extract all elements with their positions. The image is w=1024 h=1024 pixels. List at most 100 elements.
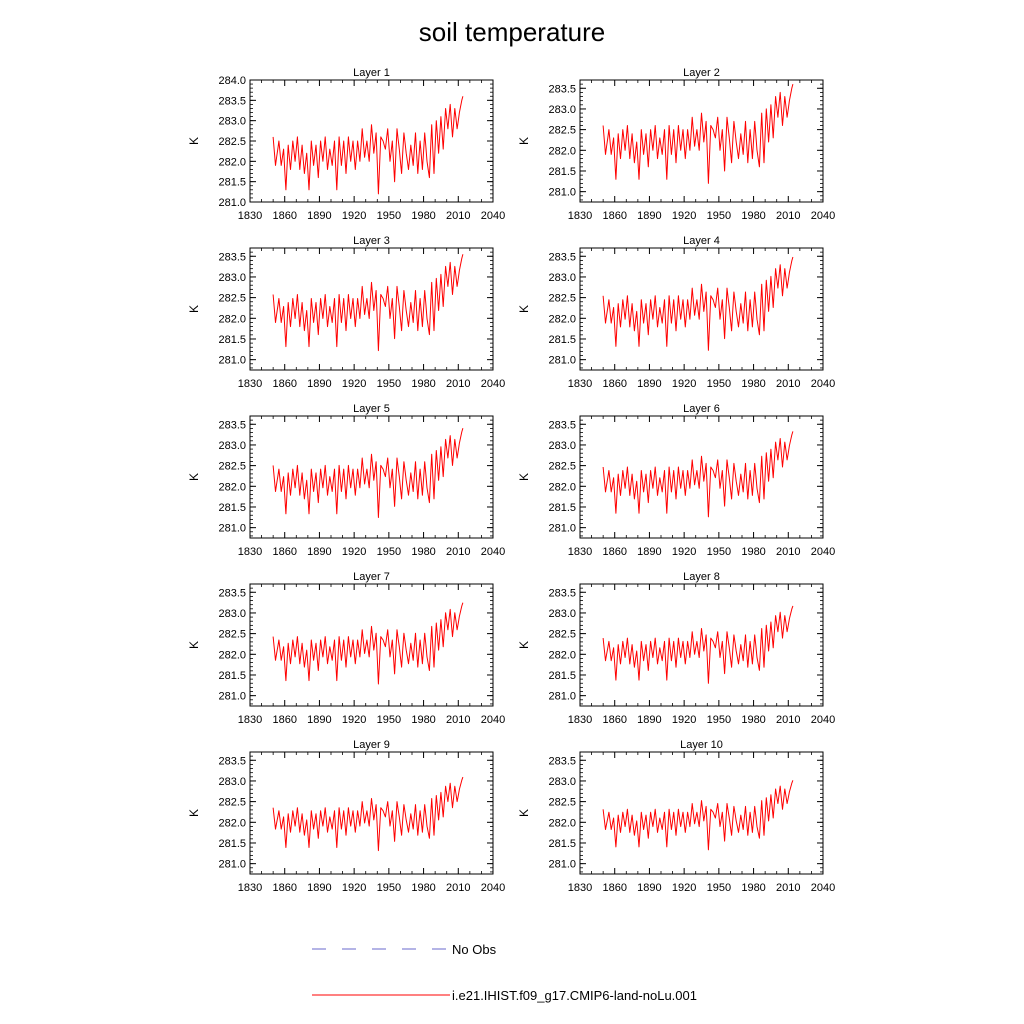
- y-tick-label: 283.5: [548, 83, 576, 95]
- y-tick-label: 281.5: [218, 670, 246, 682]
- y-tick-label: 282.0: [218, 156, 246, 168]
- y-tick-label: 283.5: [218, 251, 246, 263]
- x-tick-label: 1830: [238, 882, 262, 894]
- panel-layer-7: Layer 7 K 281.0 281.5 282.0 282.5 283.0 283.5 18…: [187, 571, 505, 726]
- plot-frame: [579, 415, 824, 539]
- x-tick-label: 2010: [776, 882, 800, 894]
- x-tick-label: 1830: [568, 378, 592, 390]
- x-tick-label: 1890: [637, 378, 661, 390]
- y-tick-label: 281.0: [218, 691, 246, 703]
- x-tick-label: 2040: [811, 714, 835, 726]
- panel-layer-5: Layer 5 K 281.0 281.5 282.0 282.5 283.0 283.5 18…: [187, 403, 505, 558]
- x-tick-label: 1920: [672, 714, 696, 726]
- y-tick-label: 283.0: [548, 272, 576, 284]
- series-line: [602, 780, 794, 851]
- y-tick-label: 283.0: [548, 440, 576, 452]
- y-axis-label: K: [517, 473, 531, 481]
- x-tick-label: 1860: [272, 882, 296, 894]
- y-tick-label: 283.5: [218, 95, 246, 107]
- x-tick-label: 1980: [741, 378, 765, 390]
- y-tick-label: 281.0: [548, 187, 576, 199]
- x-tick-label: 1920: [342, 882, 366, 894]
- plot-frame: [579, 79, 824, 203]
- x-tick-label: 2040: [811, 546, 835, 558]
- x-tick-label: 1950: [377, 378, 401, 390]
- y-axis-label: K: [517, 641, 531, 649]
- series-line: [602, 83, 794, 184]
- x-tick-label: 1980: [411, 546, 435, 558]
- plot-frame: [249, 751, 494, 875]
- x-tick-label: 1860: [602, 882, 626, 894]
- y-tick-label: 282.5: [548, 461, 576, 473]
- panel-title: Layer 4: [683, 235, 720, 247]
- x-tick-label: 1920: [672, 882, 696, 894]
- x-tick-label: 2010: [776, 714, 800, 726]
- panel-title: Layer 6: [683, 403, 720, 415]
- y-tick-label: 283.5: [218, 587, 246, 599]
- x-tick-label: 1950: [707, 378, 731, 390]
- panel-title: Layer 5: [353, 403, 390, 415]
- y-tick-label: 282.5: [218, 293, 246, 305]
- x-tick-label: 1950: [707, 546, 731, 558]
- y-tick-label: 282.0: [218, 649, 246, 661]
- x-tick-label: 1980: [411, 714, 435, 726]
- panel-layer-8: Layer 8 K 281.0 281.5 282.0 282.5 283.0 283.5 18…: [517, 571, 835, 726]
- figure-title: soil temperature: [419, 17, 605, 47]
- y-tick-label: 281.0: [548, 859, 576, 871]
- panel-layer-3: Layer 3 K 281.0 281.5 282.0 282.5 283.0 283.5 18…: [187, 235, 505, 390]
- x-tick-label: 1980: [741, 882, 765, 894]
- x-tick-label: 1920: [672, 378, 696, 390]
- y-tick-label: 283.0: [218, 116, 246, 128]
- y-tick-label: 281.5: [548, 838, 576, 850]
- y-tick-label: 284.0: [218, 75, 246, 87]
- y-tick-label: 283.5: [548, 587, 576, 599]
- panel-title: Layer 9: [353, 739, 390, 751]
- y-tick-label: 282.0: [548, 649, 576, 661]
- y-tick-label: 283.5: [548, 755, 576, 767]
- panel-title: Layer 7: [353, 571, 390, 583]
- x-tick-label: 2040: [481, 378, 505, 390]
- x-tick-label: 1920: [672, 546, 696, 558]
- x-tick-label: 1830: [568, 210, 592, 222]
- series-line: [602, 605, 794, 684]
- x-tick-label: 1890: [637, 882, 661, 894]
- x-tick-label: 2040: [811, 210, 835, 222]
- y-tick-label: 282.0: [548, 481, 576, 493]
- y-tick-label: 282.0: [548, 313, 576, 325]
- legend-label-model: i.e21.IHIST.f09_g17.CMIP6-land-noLu.001: [452, 988, 697, 1003]
- x-tick-label: 1860: [602, 210, 626, 222]
- y-tick-label: 283.0: [218, 776, 246, 788]
- x-tick-label: 1860: [272, 210, 296, 222]
- x-tick-label: 2040: [481, 546, 505, 558]
- y-tick-label: 281.0: [548, 691, 576, 703]
- y-tick-label: 282.5: [548, 797, 576, 809]
- x-tick-label: 1830: [568, 714, 592, 726]
- x-tick-label: 1950: [377, 210, 401, 222]
- plot-frame: [249, 415, 494, 539]
- x-tick-label: 1830: [568, 546, 592, 558]
- y-axis-label: K: [187, 809, 201, 817]
- x-tick-label: 1890: [307, 210, 331, 222]
- x-tick-label: 1860: [272, 714, 296, 726]
- y-tick-label: 282.0: [218, 817, 246, 829]
- x-tick-label: 1950: [707, 714, 731, 726]
- x-tick-label: 1950: [377, 714, 401, 726]
- x-tick-label: 1920: [672, 210, 696, 222]
- y-tick-label: 283.5: [218, 419, 246, 431]
- y-tick-label: 282.5: [218, 461, 246, 473]
- x-tick-label: 2010: [776, 546, 800, 558]
- y-tick-label: 282.5: [218, 136, 246, 148]
- x-tick-label: 1860: [272, 546, 296, 558]
- x-tick-label: 2040: [481, 714, 505, 726]
- x-tick-label: 2040: [481, 210, 505, 222]
- panel-title: Layer 3: [353, 235, 390, 247]
- panel-layer-2: Layer 2 K 281.0 281.5 282.0 282.5 283.0 283.5 18…: [517, 67, 835, 222]
- x-tick-label: 1830: [238, 210, 262, 222]
- x-tick-label: 1920: [342, 210, 366, 222]
- x-tick-label: 2040: [481, 882, 505, 894]
- y-axis-label: K: [187, 473, 201, 481]
- panel-title: Layer 10: [680, 739, 723, 751]
- plot-frame: [579, 247, 824, 371]
- y-tick-label: 281.5: [218, 177, 246, 189]
